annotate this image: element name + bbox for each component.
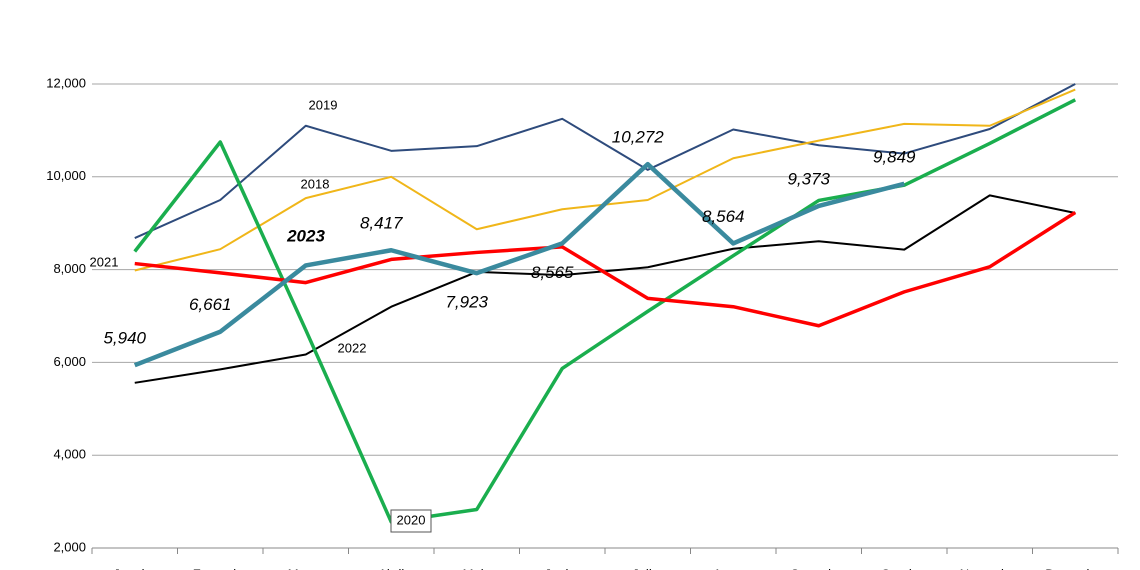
label-box	[390, 509, 432, 533]
data-label: 9,373	[787, 169, 830, 188]
data-label: 8,564	[702, 207, 745, 226]
data-label: 9,849	[873, 147, 916, 166]
series-name: 2019	[309, 97, 338, 112]
series-line	[134, 88, 1076, 272]
x-tick-label: Outubro	[881, 566, 928, 570]
y-tick-label: 4,000	[53, 447, 86, 462]
y-tick-label: 8,000	[53, 261, 86, 276]
x-tick-label: Agosto	[713, 566, 753, 570]
series-line	[133, 98, 1077, 524]
x-tick-label: Junho	[545, 566, 580, 570]
x-tick-label: Janeiro	[113, 566, 156, 570]
series-name: 2022	[338, 340, 367, 355]
series-name: 2021	[90, 254, 119, 269]
x-tick-label: Novembro	[960, 566, 1020, 570]
series-line	[133, 161, 905, 368]
data-label: 7,923	[445, 293, 488, 312]
data-label: 6,661	[189, 295, 232, 314]
x-tick-label: Setembro	[791, 566, 847, 570]
series-line	[134, 211, 1077, 328]
series-name: 2018	[301, 176, 330, 191]
series-line	[134, 83, 1076, 239]
x-tick-label: Fevereiro	[193, 566, 248, 570]
y-tick-label: 6,000	[53, 354, 86, 369]
data-label: 8,565	[531, 263, 574, 282]
data-label: 10,272	[612, 128, 665, 147]
y-tick-label: 10,000	[46, 168, 86, 183]
x-tick-label: Dezembro	[1045, 566, 1105, 570]
data-label: 8,417	[360, 214, 403, 233]
x-tick-label: Abril	[378, 566, 404, 570]
series-name: 2023	[286, 226, 325, 245]
data-label: 5,940	[103, 329, 146, 348]
series-name: 2020	[397, 512, 426, 527]
y-tick-label: 2,000	[53, 539, 86, 554]
x-tick-label: Julho	[632, 566, 663, 570]
x-tick-label: Março	[288, 566, 324, 570]
y-tick-label: 12,000	[46, 75, 86, 90]
x-tick-label: Maio	[463, 566, 491, 570]
